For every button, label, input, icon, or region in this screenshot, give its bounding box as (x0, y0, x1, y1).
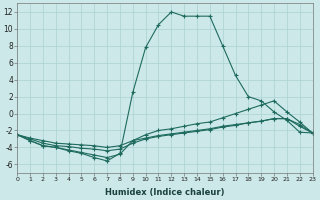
X-axis label: Humidex (Indice chaleur): Humidex (Indice chaleur) (105, 188, 225, 197)
